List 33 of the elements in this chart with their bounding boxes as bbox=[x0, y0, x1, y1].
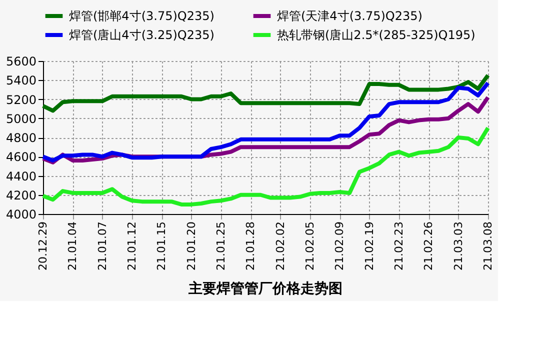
x-tick-label: 21.01.28 bbox=[244, 222, 258, 270]
x-tick-label: 21.01.12 bbox=[126, 222, 138, 270]
legend-label: 焊管(邯郸4寸(3.75)Q235) bbox=[69, 9, 214, 23]
x-tick-label: 21.02.26 bbox=[422, 222, 436, 270]
line-series bbox=[41, 80, 490, 162]
text: 主要焊管管厂价格走势图 bbox=[188, 280, 342, 297]
x-tick-label: 21.03.08 bbox=[482, 222, 494, 270]
x-tick-label: 21.01.15 bbox=[155, 222, 168, 270]
x-tick-label: 21.02.02 bbox=[274, 222, 287, 270]
x-tick-label: 21.01.25 bbox=[214, 222, 228, 270]
x-tick-label: 21.01.20 bbox=[184, 222, 198, 270]
y-tick-label: 4000 bbox=[6, 208, 36, 222]
x-tick-label: 21.02.23 bbox=[392, 222, 406, 270]
x-tick-label: 21.01.04 bbox=[66, 222, 80, 270]
x-tick-label: 21.02.19 bbox=[362, 222, 376, 270]
y-tick-label: 4800 bbox=[6, 131, 36, 145]
legend-label: 焊管(唐山4寸(3.25)Q235) bbox=[69, 28, 214, 42]
y-tick-label: 5400 bbox=[6, 74, 36, 88]
legend-label: 热轧带钢(唐山2.5*(285-325)Q195) bbox=[277, 28, 476, 42]
y-tick-label: 4200 bbox=[6, 188, 36, 202]
x-tick-label: 21.01.07 bbox=[96, 222, 109, 270]
x-tick-label: 21.02.09 bbox=[333, 222, 346, 270]
x-tick-label: 21.03.03 bbox=[452, 222, 465, 270]
y-tick-label: 4600 bbox=[6, 150, 36, 164]
x-tick-label: 20.12.29 bbox=[36, 222, 50, 270]
legend-label: 焊管(天津4寸(3.75)Q235) bbox=[277, 9, 422, 23]
y-tick-label: 4400 bbox=[6, 169, 36, 184]
y-tick-label: 5000 bbox=[6, 112, 36, 126]
line-series bbox=[41, 73, 490, 113]
y-tick-label: 5200 bbox=[6, 92, 36, 107]
x-tick-label: 21.02.05 bbox=[304, 222, 316, 270]
line-series bbox=[41, 126, 490, 206]
y-tick-label: 5600 bbox=[6, 54, 36, 68]
